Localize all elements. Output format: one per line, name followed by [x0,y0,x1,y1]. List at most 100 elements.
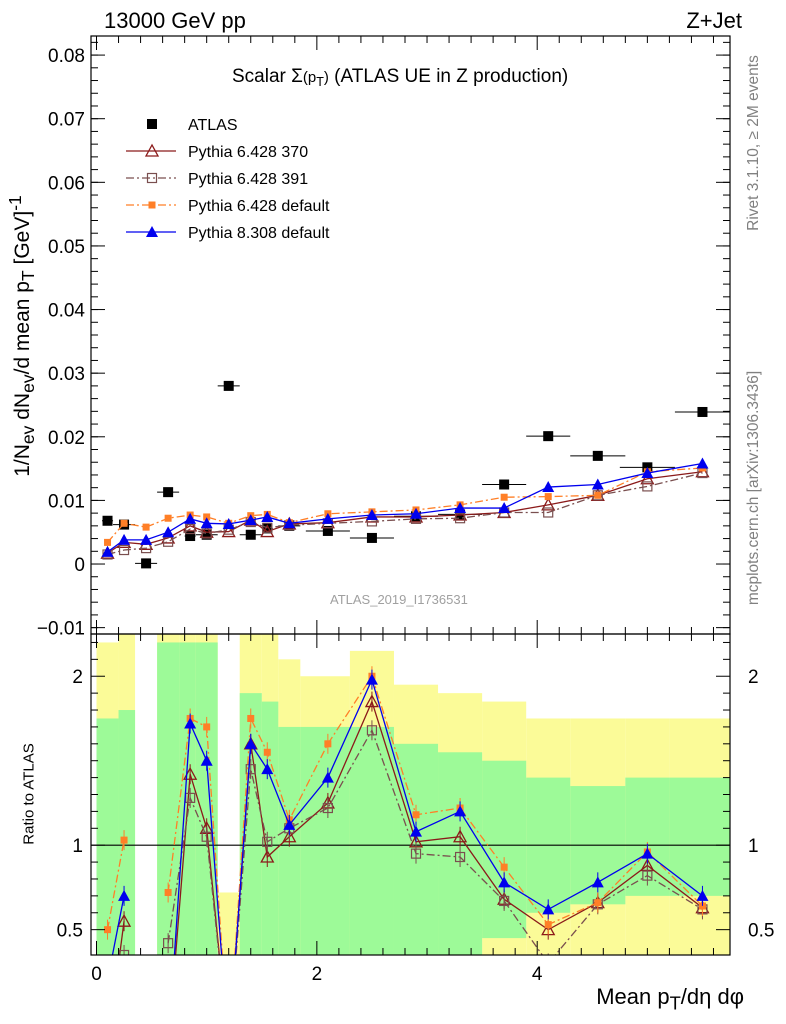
y-tick-label: 0 [74,555,85,576]
ratio-point-p8def [283,818,296,830]
data-point-p8def [244,514,257,526]
ratio-point-p8def [591,876,604,888]
legend-marker-p370 [144,143,160,157]
data-point-p391 [454,513,466,524]
data-point-atlas [697,406,708,417]
ratio-point-p8def [244,737,257,749]
ratio-point-p8def [184,717,197,729]
ratio-line-p6def [167,674,703,955]
ratio-series-p8def [102,669,709,985]
data-point-atlas [223,380,234,391]
data-point-p8def [321,512,334,524]
data-point-p8def [162,526,175,538]
y-tick-label: 0.03 [48,364,85,385]
data-point-atlas [592,450,603,461]
ratio-tick-label-right: 2 [748,667,759,688]
ratio-point-p370 [364,694,380,708]
data-point-p391 [642,481,653,492]
data-point-p370 [640,471,655,485]
ratio-point-p8def [454,805,467,817]
data-point-p8def [641,467,654,479]
ratio-point-p6def [698,902,706,910]
data-point-atlas [201,529,212,540]
data-point-p391 [185,523,196,535]
ratio-point-p8def [261,763,274,775]
ratio-point-p391 [410,848,422,859]
y-tick-label: 0.01 [48,491,85,512]
ratio-point-p391 [499,895,510,907]
ratio-point-p8def [410,825,423,837]
ratio-point-p6def [263,748,271,756]
ratio-point-p370 [116,913,132,927]
ratio-bands [96,634,730,955]
ratio-point-p6def [164,888,172,896]
ratio-point-p6def [594,899,602,907]
y-tick-label: 0.04 [48,301,85,322]
ratio-point-p391 [544,959,553,968]
ratio-tick-label-right: 0.5 [748,921,774,942]
x-tick-label: 0 [91,964,102,985]
ratio-point-p370 [282,829,297,843]
data-point-atlas [245,529,256,540]
ratio-point-p391 [454,851,466,863]
legend-label-p391: Pythia 6.428 391 [188,171,308,188]
ratio-point-p8def [641,847,654,859]
legend: ATLAS Pythia 6.428 370 Pythia 6.428 391 Pyt… [126,117,330,242]
series-p8def [101,457,709,557]
data-point-p8def [200,517,213,529]
y-tick-label: 0.02 [48,428,85,449]
data-point-p6def [164,514,172,522]
y-tick-label: 0.07 [48,110,85,131]
main-plot-area [100,380,730,569]
ratio-point-p370 [452,829,468,843]
data-point-atlas [185,531,196,542]
legend-marker-p8def [146,226,158,237]
uncertainty-band-outer [217,892,240,955]
data-point-atlas [141,558,152,569]
ratio-line-p6def [106,839,125,930]
data-point-p8def [283,517,296,529]
data-point-atlas [543,431,554,442]
uncertainty-band-inner [669,777,730,896]
data-point-p8def [696,457,709,469]
ratio-point-p391 [245,764,256,775]
series-line-p370 [107,471,703,554]
legend-marker-p391 [146,172,158,184]
data-point-p8def [454,502,467,514]
legend-marker-atlas [147,119,157,129]
plot-title-text: Scalar Σ(pT) (ATLAS UE in Z production) [232,66,569,89]
data-point-atlas [499,479,510,490]
header-right: Z+Jet [686,8,742,33]
data-point-p8def [101,545,114,557]
ratio-line-p8def [111,895,125,955]
data-point-p8def [498,502,511,514]
uncertainty-band-inner [300,726,350,955]
ratio-point-p8def [102,974,114,985]
legend-label-p8def: Pythia 8.308 default [188,225,330,242]
data-point-p6def [120,519,128,527]
data-point-p370 [183,518,198,532]
data-point-p8def [118,533,131,545]
ratio-point-p391 [642,870,653,881]
uncertainty-band-inner [96,718,119,955]
data-point-p370 [199,524,214,538]
data-point-p391 [201,528,212,539]
ratio-point-p6def [203,723,211,731]
ratio-point-p391 [262,836,273,847]
main-plot-frame [90,35,731,635]
legend-label-p6def: Pythia 6.428 default [188,198,330,215]
x-tick-label: 2 [312,964,323,985]
y-tick-label: 0.06 [48,173,85,194]
x-axis-label-text: Mean pT/dη dφ [596,984,744,1014]
ratio-point-p8def [542,903,555,915]
ratio-point-p6def [544,921,552,929]
legend-label-p370: Pythia 6.428 370 [188,144,308,161]
ratio-line-p370 [118,921,125,955]
uncertainty-band-inner [179,642,196,955]
data-point-p370 [541,497,556,511]
ratio-point-p6def [120,836,128,844]
ratio-tick-label: 0.5 [57,921,83,942]
legend-label-atlas: ATLAS [188,117,238,134]
data-point-p8def [184,512,197,524]
